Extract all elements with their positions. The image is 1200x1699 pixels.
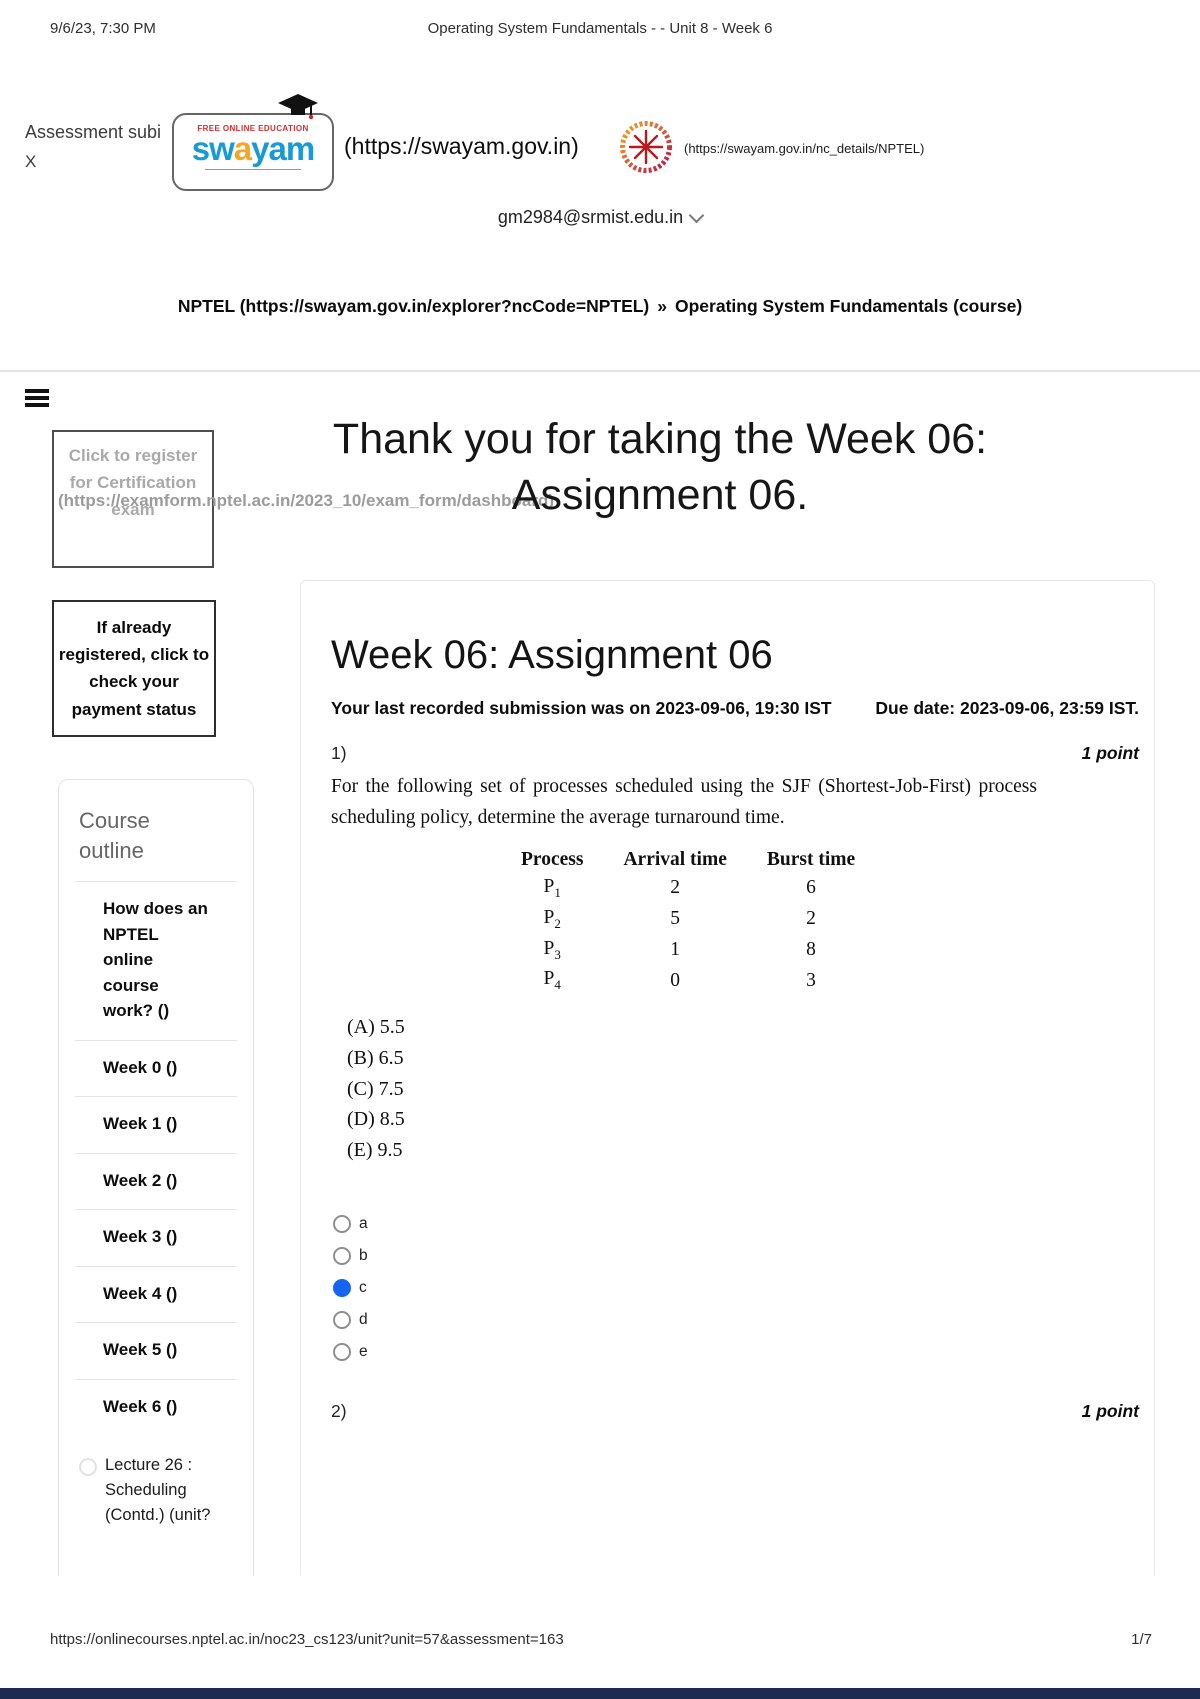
choice-label: c: [359, 1279, 367, 1297]
choice-e[interactable]: e: [333, 1343, 1139, 1362]
swayam-tagline: FREE ONLINE EDUCATION: [197, 124, 309, 133]
swayam-wordmark: swayam: [191, 130, 315, 167]
course-outline-title: Course outline: [79, 808, 150, 863]
breadcrumb-nptel-link[interactable]: NPTEL (https://swayam.gov.in/explorer?nc…: [177, 296, 650, 316]
bottom-navy-bar: [0, 1688, 1200, 1699]
toast-text: Assessment subi: [25, 122, 162, 142]
outline-divider: [75, 1152, 237, 1154]
radio-button-c-selected[interactable]: [333, 1279, 351, 1298]
option-d-text: (D) 8.5: [347, 1108, 405, 1131]
lecture-status-icon: [79, 1458, 97, 1477]
breadcrumb-course-link[interactable]: Operating System Fundamentals (course): [675, 296, 1023, 316]
option-c-text: (C) 7.5: [347, 1077, 404, 1100]
option-b-text: (B) 6.5: [347, 1046, 404, 1069]
question-1-header: 1) 1 point: [331, 743, 1139, 764]
question-points: 1 point: [1081, 1401, 1139, 1422]
breadcrumb-separator: »: [657, 296, 667, 316]
header-divider: [0, 370, 1200, 372]
sidebar-item-week-0[interactable]: Week 0 (): [103, 1057, 178, 1077]
sidebar-item-week-5[interactable]: Week 5 (): [103, 1340, 178, 1360]
choice-b[interactable]: b: [333, 1247, 1139, 1266]
nptel-url-link[interactable]: (https://swayam.gov.in/nc_details/NPTEL): [684, 141, 925, 156]
choice-label: b: [359, 1247, 368, 1265]
breadcrumb: NPTEL (https://swayam.gov.in/explorer?nc…: [0, 296, 1200, 317]
outline-divider: [75, 1378, 237, 1380]
table-header-arrival: Arrival time: [623, 848, 727, 870]
choice-c[interactable]: c: [333, 1279, 1139, 1298]
choice-label: e: [359, 1343, 368, 1361]
assignment-card: Week 06: Assignment 06 Your last recorde…: [300, 580, 1155, 1575]
chevron-down-icon: [688, 207, 705, 224]
choice-radio-group: a b c d e: [333, 1215, 1139, 1362]
swayam-url-link[interactable]: (https://swayam.gov.in): [344, 133, 579, 159]
account-menu[interactable]: gm2984@srmist.edu.in: [0, 207, 1200, 228]
print-footer-url: https://onlinecourses.nptel.ac.in/noc23_…: [50, 1631, 564, 1648]
outline-divider: [75, 1039, 237, 1041]
radio-button-e[interactable]: [333, 1343, 351, 1362]
register-exam-link[interactable]: Click to register for Certification exam: [52, 430, 214, 568]
print-footer-page-number: 1/7: [1131, 1631, 1152, 1648]
question-2-header: 2) 1 point: [331, 1401, 1139, 1422]
sidebar-item-week-3[interactable]: Week 3 (): [103, 1227, 178, 1247]
account-email: gm2984@srmist.edu.in: [497, 207, 684, 227]
choice-label: a: [359, 1215, 368, 1233]
nptel-logo-icon[interactable]: [617, 118, 675, 181]
option-a-text: (A) 5.5: [347, 1016, 405, 1039]
question-1-text: For the following set of processes sched…: [331, 776, 1037, 828]
radio-button-d[interactable]: [333, 1311, 351, 1330]
thank-you-banner: Thank you for taking the Week 06: Assign…: [332, 415, 988, 519]
due-date-text: Due date: 2023-09-06, 23:59 IST.: [875, 698, 1139, 718]
course-outline-panel: Course outline How does an NPTEL online …: [58, 779, 254, 1576]
last-submission-text: Your last recorded submission was on 202…: [331, 698, 832, 718]
choice-d[interactable]: d: [333, 1311, 1139, 1330]
outline-divider: [75, 1322, 237, 1324]
assignment-title: Week 06: Assignment 06: [331, 633, 773, 677]
sidebar-item-week-4[interactable]: Week 4 (): [103, 1283, 178, 1303]
hamburger-menu-icon[interactable]: [25, 389, 49, 410]
question-number: 1): [331, 743, 347, 764]
swayam-hindi-tagline: [205, 169, 301, 171]
question-number: 2): [331, 1401, 347, 1422]
outline-divider: [75, 1265, 237, 1267]
submission-info: Your last recorded submission was on 202…: [331, 696, 1139, 721]
sidebar-item-week-6[interactable]: Week 6 (): [103, 1396, 178, 1416]
swayam-logo[interactable]: FREE ONLINE EDUCATION swayam: [172, 94, 334, 191]
table-row: P1 2 6: [543, 875, 816, 900]
radio-button-b[interactable]: [333, 1247, 351, 1266]
option-e-text: (E) 9.5: [347, 1138, 403, 1161]
sidebar-item-week-2[interactable]: Week 2 (): [103, 1170, 178, 1190]
outline-divider: [75, 1096, 237, 1098]
sidebar-item-lecture-26[interactable]: Lecture 26 : Scheduling (Contd.) (unit?: [79, 1453, 241, 1527]
choice-label: d: [359, 1311, 368, 1329]
close-icon[interactable]: X: [25, 152, 37, 171]
sidebar-item-week-1[interactable]: Week 1 (): [103, 1114, 178, 1134]
table-header-burst: Burst time: [766, 848, 856, 870]
register-exam-text: Click to register for Certification exam: [68, 446, 198, 519]
sidebar-item-how-course-works[interactable]: How does an NPTEL online course work? (): [103, 899, 208, 1021]
table-row: P3 1 8: [543, 937, 816, 962]
question-points: 1 point: [1081, 743, 1139, 764]
table-header-process: Process: [521, 848, 584, 870]
print-title: Operating System Fundamentals - - Unit 8…: [427, 20, 773, 37]
choice-a[interactable]: a: [333, 1215, 1139, 1234]
answer-options-list: (A) 5.5 (B) 6.5 (C) 7.5 (D) 8.5 (E) 9.5: [347, 1012, 1139, 1165]
process-table: Process Arrival time Burst time P1 2 6 P…: [501, 847, 875, 999]
assessment-toast: Assessment subi X: [25, 122, 161, 172]
register-exam-url[interactable]: (https://examform.nptel.ac.in/2023_10/ex…: [58, 491, 554, 510]
graduation-cap-icon: [278, 94, 318, 129]
outline-divider: [75, 881, 237, 883]
payment-status-link[interactable]: If already registered, click to check yo…: [52, 600, 216, 737]
table-row: P4 0 3: [543, 968, 816, 993]
table-row: P2 5 2: [543, 906, 816, 931]
outline-divider: [75, 1209, 237, 1211]
radio-button-a[interactable]: [333, 1215, 351, 1234]
lecture-label: Lecture 26 : Scheduling (Contd.) (unit?: [105, 1456, 211, 1524]
print-timestamp: 9/6/23, 7:30 PM: [50, 20, 156, 37]
